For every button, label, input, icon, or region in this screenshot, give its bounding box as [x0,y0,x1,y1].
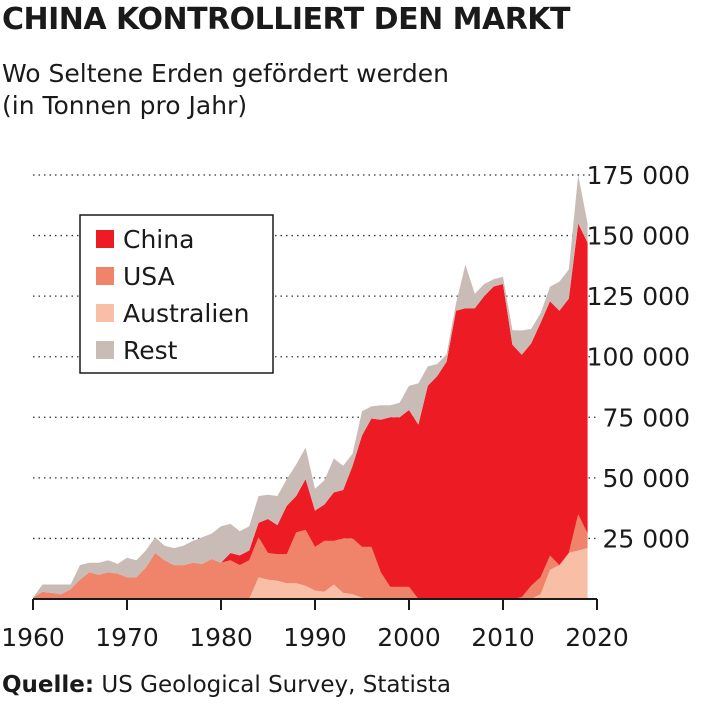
legend-swatch-rest [96,341,114,359]
subtitle-line-1: Wo Seltene Erden gefördert werden [2,59,449,88]
chart-title: CHINA KONTROLLIERT DEN MARKT [2,2,571,37]
x-tick-label: 2020 [565,623,629,652]
x-axis [32,598,598,610]
legend-swatch-usa [96,267,114,285]
x-tick-label: 2010 [471,623,535,652]
source-label: Quelle: [2,672,95,698]
subtitle-line-2: (in Tonnen pro Jahr) [2,91,248,120]
legend-item-australien: Australien [96,299,250,328]
legend-item-usa: USA [96,262,175,291]
y-tick-label: 150 000 [587,222,690,251]
chart-subtitle: Wo Seltene Erden gefördert werden (in To… [2,58,449,122]
area-series [33,175,588,599]
legend-swatch-australien [96,304,114,322]
legend-swatch-china [96,230,114,248]
legend-label-rest: Rest [123,336,178,365]
area-usa [33,514,588,599]
legend: China USA Australien Rest [79,214,274,374]
y-tick-label: 25 000 [603,524,690,553]
legend-item-rest: Rest [96,336,178,365]
x-tick-label: 2000 [377,623,441,652]
source-note: Quelle: US Geological Survey, Statista [2,672,451,698]
legend-label-china: China [123,225,194,254]
legend-item-china: China [96,225,194,254]
x-tick-label: 1960 [1,623,65,652]
area-china [33,223,588,599]
y-tick-label: 175 000 [587,161,690,190]
x-tick-label: 1980 [189,623,253,652]
x-tick-label: 1990 [283,623,347,652]
legend-label-usa: USA [123,262,175,291]
legend-label-australien: Australien [123,299,250,328]
y-tick-label: 125 000 [587,282,690,311]
y-tick-label: 100 000 [587,343,690,372]
x-axis-labels: 1960 1970 1980 1990 2000 2010 2020 [1,623,629,652]
source-text: US Geological Survey, Statista [94,672,451,698]
x-tick-label: 1970 [95,623,159,652]
area-australien [33,548,588,599]
y-tick-label: 75 000 [603,403,690,432]
y-axis-labels: 25 000 50 000 75 000 100 000 125 000 150 000 1… [587,161,690,553]
y-tick-label: 50 000 [603,464,690,493]
